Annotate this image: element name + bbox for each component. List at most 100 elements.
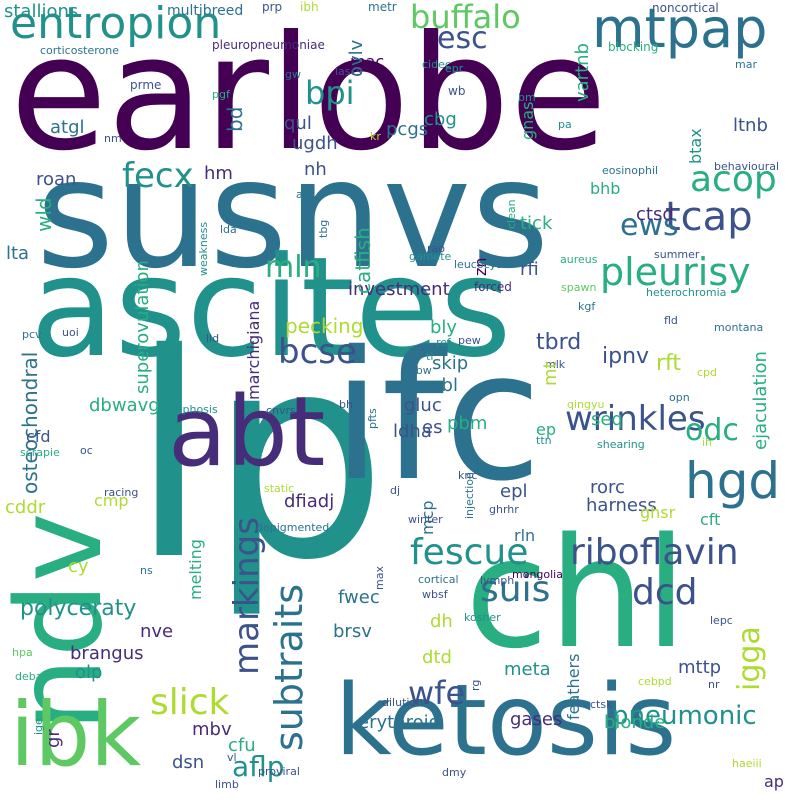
word-depigmented: depigmented [256, 521, 330, 535]
word-dfiadj: dfiadj [284, 490, 335, 512]
word-pneumonic: pneumonic [612, 700, 757, 731]
word-wbsf: wbsf [422, 588, 448, 602]
word-pa: pa [558, 118, 572, 132]
word-brsv: brsv [333, 620, 372, 642]
word-dj: dj [390, 484, 401, 498]
word-gw: gw [285, 68, 301, 82]
word-melting: melting [186, 538, 205, 600]
word-wld: wld [32, 197, 56, 232]
word-mac: mac [350, 51, 385, 71]
word-rfi: rfi [520, 258, 539, 280]
word-bcse: bcse [278, 332, 357, 373]
word-cortical: cortical [418, 573, 459, 587]
word-vl: vl [227, 751, 237, 765]
word-gr: gr [43, 728, 64, 748]
word-dsn: dsn [172, 751, 205, 773]
word-aflp: aflp [232, 749, 285, 783]
word-prme: prme [130, 78, 162, 93]
word-entropion: entropion [10, 0, 222, 50]
word-brangus: brangus [70, 642, 144, 664]
word-dbwavg: dbwavg [89, 394, 160, 416]
word-gluc: gluc [404, 394, 442, 416]
word-nr: nr [708, 678, 720, 692]
word-riboflavin: riboflavin [570, 532, 739, 574]
word-ctsk: ctsk [590, 698, 613, 712]
word-cy: cy [68, 555, 89, 577]
word-aureus: aureus [560, 253, 598, 267]
word-tcap: tcap [665, 193, 753, 240]
word-mlk: mlk [545, 358, 566, 372]
word-subtraits: subtraits [267, 583, 311, 751]
word-ldha: ldha [393, 420, 432, 442]
word-ibk: ibk [10, 682, 142, 786]
word-spawn: spawn [561, 281, 597, 295]
word-lld: lld [206, 332, 220, 346]
word-osteochondral: osteochondral [18, 351, 42, 494]
word-ghsr: ghsr [640, 502, 676, 522]
word-cnvrs: cnvrs [266, 404, 296, 418]
word-epr: epr [445, 62, 464, 76]
word-dilution: dilution [382, 696, 424, 710]
word-btax: btax [686, 127, 705, 164]
word-cidec: cidec [422, 58, 451, 72]
word-cebpd: cebpd [638, 675, 672, 689]
word-mbv: mbv [192, 718, 232, 740]
word-wrinkles: wrinkles [565, 399, 706, 440]
word-hpa: hpa [12, 646, 33, 660]
word-mt: mt [540, 361, 561, 386]
word-metr: metr [368, 0, 397, 15]
word-lymph: lymph [480, 574, 515, 588]
word-roan: roan [36, 168, 77, 190]
word-uoi: uoi [62, 326, 79, 340]
word-proviral: proviral [258, 765, 300, 779]
word-racing: racing [104, 486, 139, 500]
word-tick: tick [520, 212, 553, 234]
word-seq: seq [591, 408, 623, 430]
word-lta: lta [6, 242, 30, 264]
word-mttp: mttp [678, 656, 722, 678]
word-dtd: dtd [422, 646, 452, 668]
word-es: es [422, 416, 443, 438]
word-lp: lp [130, 293, 388, 623]
word-mln: mln [265, 249, 322, 285]
word-harness: harness [586, 494, 657, 516]
word-gases: gases [510, 708, 563, 730]
word-af: af [296, 188, 307, 202]
word-catfish: catfish [351, 227, 375, 294]
word-nve: nve [140, 620, 174, 642]
word-ghrhr: ghrhr [489, 503, 519, 517]
word-blonde: blonde [604, 711, 666, 733]
word-ttn: ttn [536, 434, 552, 448]
word-heterochromia: heterochromia [646, 286, 727, 300]
word-mongolia: mongolia [512, 568, 563, 582]
word-mar: mar [735, 58, 757, 72]
word-markings: markings [227, 517, 267, 676]
word-eosinophil: eosinophil [602, 164, 659, 178]
word-abt: abt [168, 376, 326, 489]
word-ige: ige [32, 718, 45, 736]
word-rorc: rorc [590, 476, 625, 498]
word-bhb: bhb [590, 178, 621, 198]
word-rao: rao [427, 242, 445, 256]
word-pfts: pfts [366, 408, 379, 430]
word-ns: ns [140, 564, 153, 578]
word-dmy: dmy [442, 766, 467, 780]
word-limb: limb [215, 778, 239, 792]
word-ctsd: ctsd [636, 203, 674, 225]
word-noncortical: noncortical [652, 1, 719, 16]
word-earlobe: earlobe [10, 2, 608, 187]
word-igga: igga [732, 626, 767, 691]
word-lda: lda [220, 223, 237, 237]
word-clean: clean [505, 199, 518, 230]
word-nm: nm [104, 132, 122, 146]
word-hm: hm [204, 162, 233, 184]
word-ltnb: ltnb [733, 114, 768, 136]
word-fld: fld [664, 314, 678, 328]
word-feathers: feathers [564, 653, 583, 720]
word-scrapie: scrapie [20, 446, 60, 460]
word-cbg: cbg [424, 108, 457, 130]
word-pcv: pcv [22, 328, 42, 342]
word-olp: olp [75, 661, 103, 683]
word-polyceraty: polyceraty [20, 596, 137, 622]
